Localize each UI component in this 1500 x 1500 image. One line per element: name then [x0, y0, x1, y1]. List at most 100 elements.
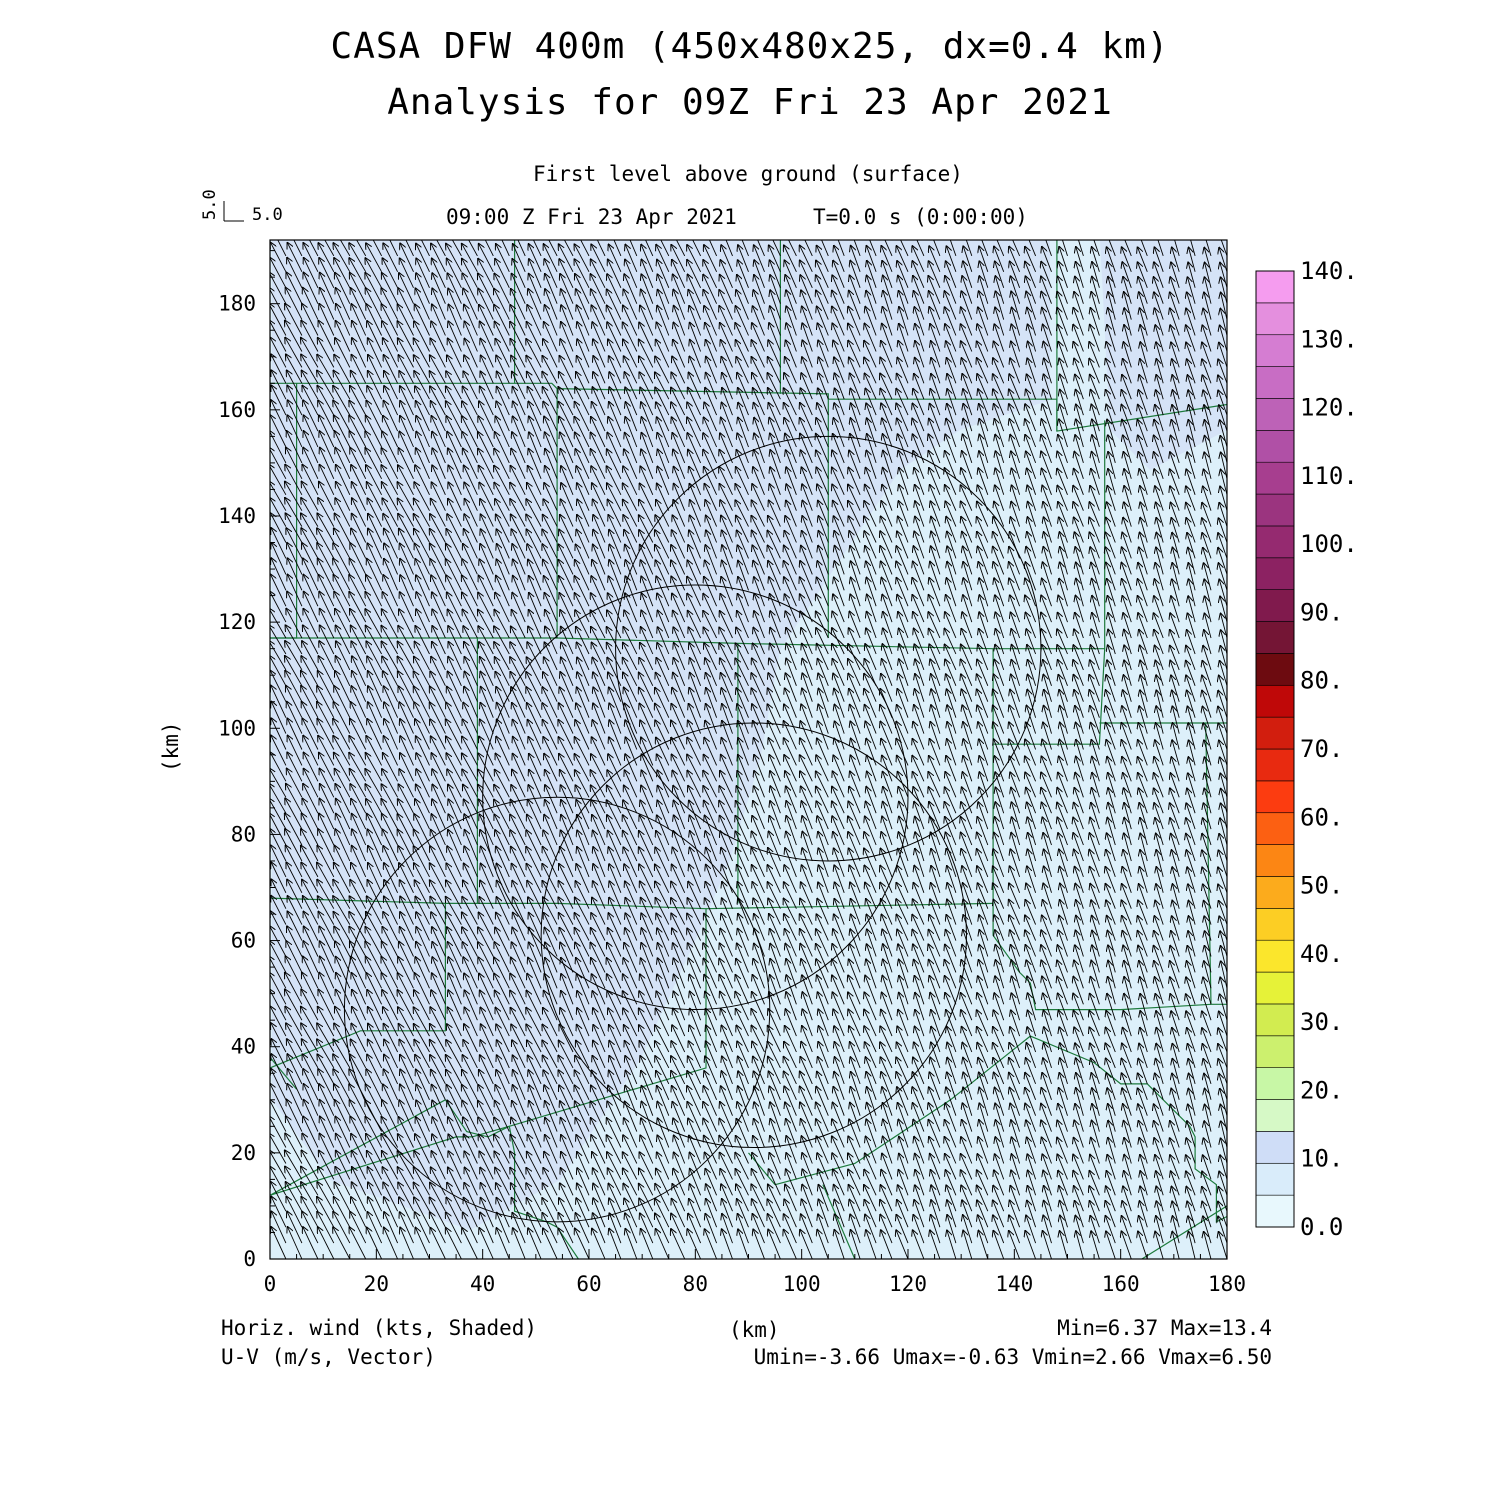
- wind-vector: [993, 1201, 1005, 1228]
- colorbar-cell: [1255, 971, 1295, 1005]
- wind-vector: [899, 1170, 909, 1196]
- wind-vector: [526, 1183, 542, 1212]
- wind-vector: [270, 891, 271, 893]
- wind-vector: [768, 1214, 781, 1244]
- wind-vector: [931, 1185, 941, 1212]
- colorbar-cell: [1255, 398, 1295, 431]
- wind-vector: [1028, 1171, 1037, 1196]
- wind-vector: [465, 1168, 478, 1196]
- wind-vector: [1172, 1232, 1180, 1259]
- footer-right-line-2: Umin=-3.66 Umax=-0.63 Vmin=2.66 Vmax=6.5…: [753, 1345, 1272, 1369]
- wind-vectors: [270, 240, 1227, 1259]
- wind-vector: [914, 1200, 925, 1228]
- wind-vector: [817, 1230, 829, 1259]
- wind-vector: [752, 1199, 765, 1228]
- wind-vector: [896, 1215, 909, 1244]
- wind-vector: [915, 1185, 925, 1212]
- valid-time: 09:00 Z Fri 23 Apr 2021: [446, 205, 737, 229]
- wind-vector: [270, 509, 271, 511]
- wind-vector: [464, 1198, 478, 1228]
- wind-vector: [801, 1214, 813, 1244]
- wind-vector: [414, 1197, 430, 1228]
- wind-vector: [955, 240, 956, 241]
- wind-vector: [1076, 1231, 1084, 1259]
- wind-vector: [287, 1212, 303, 1244]
- wind-vector: [577, 1168, 590, 1196]
- wind-vector: [270, 350, 271, 352]
- wind-vector: [270, 780, 271, 782]
- wind-vector: [720, 1169, 733, 1196]
- wind-vector: [978, 1215, 989, 1244]
- colorbar-label: 40.: [1300, 940, 1343, 968]
- x-tick-label: 60: [576, 1272, 601, 1296]
- wind-vector: [270, 430, 271, 432]
- wind-vector: [572, 240, 573, 241]
- model-time: T=0.0 s (0:00:00): [813, 205, 1028, 229]
- wind-vector: [800, 1230, 813, 1259]
- wind-vector: [270, 1082, 271, 1084]
- wind-vector: [540, 240, 542, 241]
- wind-vector: [270, 1150, 287, 1180]
- wind-vector: [1140, 1171, 1148, 1196]
- wind-vector: [737, 1199, 749, 1228]
- wind-vector: [270, 748, 271, 750]
- wind-vector: [722, 1229, 733, 1259]
- wind-vector: [464, 1183, 478, 1212]
- colorbar-label: 70.: [1300, 735, 1343, 763]
- colorbar-cell: [1255, 939, 1295, 973]
- wind-vector: [946, 1185, 957, 1212]
- wind-vector: [270, 684, 271, 686]
- wind-vector: [865, 1215, 877, 1244]
- colorbar-cell: [1255, 461, 1295, 495]
- colorbar-cell: [1255, 589, 1295, 622]
- colorbar-cell: [1255, 1194, 1295, 1228]
- wind-vector: [270, 1242, 271, 1244]
- wind-vector: [850, 1215, 861, 1244]
- footer-left-line-1: Horiz. wind (kts, Shaded): [221, 1316, 538, 1340]
- wind-vector: [819, 1185, 829, 1212]
- wind-vector: [987, 240, 988, 241]
- wind-vector: [946, 1170, 957, 1196]
- wind-vector: [286, 1197, 303, 1228]
- wind-vector: [463, 1213, 478, 1244]
- wind-vector: [270, 414, 271, 416]
- wind-vector: [333, 240, 334, 241]
- wind-vector: [1009, 1231, 1021, 1259]
- county-line-25: [822, 1184, 856, 1259]
- wind-vector: [1003, 240, 1004, 241]
- wind-vector: [270, 716, 271, 718]
- wind-vector: [559, 1198, 574, 1228]
- wind-vector: [639, 1199, 654, 1228]
- colorbar-label: 10.: [1300, 1145, 1343, 1173]
- wind-vector: [1019, 240, 1020, 241]
- wind-vector: [706, 1184, 718, 1212]
- wind-vector: [560, 1183, 574, 1212]
- wind-vector: [430, 1198, 446, 1228]
- x-axis-label: (km): [729, 1318, 780, 1342]
- colorbar-cell: [1255, 1131, 1295, 1164]
- wind-vector: [736, 1184, 749, 1212]
- wind-vector: [1098, 240, 1100, 241]
- wind-vector: [1043, 1231, 1052, 1259]
- wind-vector: [270, 1178, 271, 1180]
- wind-vector: [542, 1198, 558, 1228]
- wind-vector: [496, 1183, 510, 1212]
- wind-vector: [687, 1229, 702, 1259]
- wind-vector: [1044, 1201, 1052, 1228]
- wind-vector: [431, 1167, 446, 1196]
- wind-vector: [620, 240, 621, 241]
- wind-vector: [446, 1228, 462, 1259]
- wind-vector: [270, 1098, 271, 1100]
- wind-vector: [1171, 1171, 1180, 1196]
- footer-left-line-2: U-V (m/s, Vector): [221, 1345, 436, 1369]
- wind-vector: [270, 923, 271, 925]
- wind-vector: [897, 1200, 909, 1228]
- wind-vector: [495, 1168, 510, 1196]
- wind-vector: [915, 1170, 925, 1196]
- colorbar-cell: [1255, 1003, 1295, 1037]
- wind-vector: [795, 240, 797, 241]
- wind-vector: [802, 1169, 813, 1196]
- wind-vector: [1074, 1186, 1084, 1212]
- wind-vector: [497, 1228, 510, 1259]
- wind-vector: [270, 477, 271, 479]
